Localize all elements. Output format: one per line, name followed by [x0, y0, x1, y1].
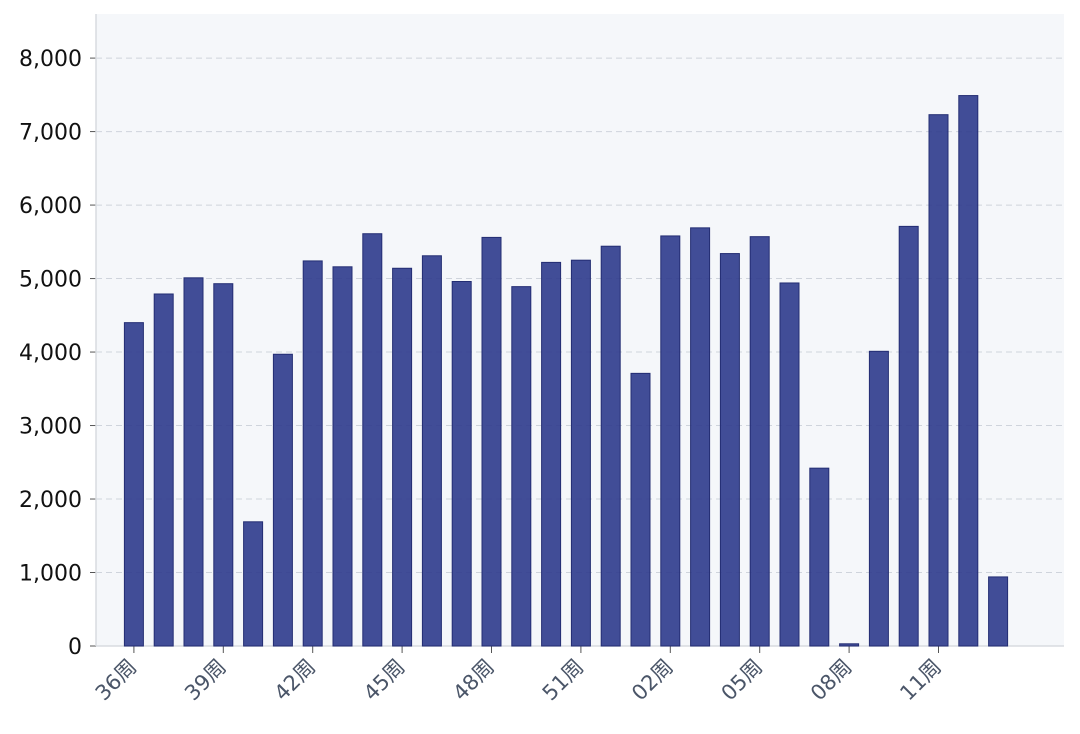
- bar-08周: [839, 643, 860, 647]
- bar-44周: [362, 233, 383, 647]
- bar-43周: [332, 266, 353, 647]
- bar-06周: [779, 282, 800, 647]
- bar-01周: [630, 372, 651, 647]
- y-tick-label: 8,000: [19, 47, 82, 72]
- bar-48周: [481, 236, 502, 647]
- bar-03周: [690, 227, 711, 647]
- bar-42周: [302, 260, 323, 647]
- y-tick-label: 6,000: [19, 194, 82, 219]
- bar-38周: [183, 277, 204, 647]
- bar-51周: [570, 259, 591, 647]
- bar-37周: [153, 293, 174, 647]
- x-tick-label: 51周: [538, 655, 589, 706]
- bar-46周: [421, 255, 442, 647]
- bar-11周: [928, 114, 949, 647]
- x-tick-label: 42周: [270, 655, 321, 706]
- x-tick-label: 36周: [91, 655, 142, 706]
- bars: [123, 95, 1009, 647]
- x-tick-label: 05周: [717, 655, 768, 706]
- bar-07周: [809, 467, 830, 647]
- x-tick-label: 02周: [627, 655, 678, 706]
- bar-04周: [719, 253, 740, 647]
- bar-39周: [213, 283, 234, 647]
- y-tick-label: 3,000: [19, 415, 82, 440]
- y-tick-label: 7,000: [19, 121, 82, 146]
- x-tick-labels: 36周 39周 42周 45周 48周 51周 02周 05周 08周 11周: [91, 655, 946, 706]
- y-tick-label: 0: [68, 635, 82, 660]
- bar-52周: [600, 245, 621, 647]
- bar-09周: [868, 350, 889, 647]
- y-tick-label: 5,000: [19, 268, 82, 293]
- x-tick-label: 39周: [180, 655, 231, 706]
- bar-36周: [123, 322, 144, 647]
- x-tick-label: 08周: [806, 655, 857, 706]
- bar-45周: [392, 267, 413, 647]
- y-tick-label: 4,000: [19, 341, 82, 366]
- bar-47周: [451, 281, 472, 647]
- bar-13周: [988, 576, 1009, 647]
- y-tick-labels: 0 1,000 2,000 3,000 4,000 5,000 6,000 7,000 8,00…: [19, 47, 82, 660]
- y-tick-label: 1,000: [19, 562, 82, 587]
- bar-05周: [749, 236, 770, 647]
- bar-49周: [511, 286, 532, 647]
- x-tick-label: 48周: [448, 655, 499, 706]
- bar-02周: [660, 235, 681, 647]
- bar-12周: [958, 95, 979, 647]
- x-tick-label: 11周: [895, 655, 946, 706]
- bar-40周: [243, 521, 264, 647]
- bar-10周: [898, 225, 919, 647]
- x-tick-label: 45周: [359, 655, 410, 706]
- bar-50周: [541, 261, 562, 647]
- bar-41周: [272, 353, 293, 647]
- y-tick-label: 2,000: [19, 488, 82, 513]
